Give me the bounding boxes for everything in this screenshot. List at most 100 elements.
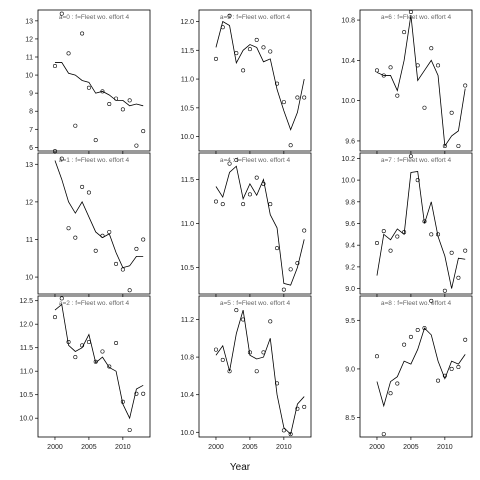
data-point bbox=[408, 334, 413, 339]
data-point bbox=[429, 46, 434, 51]
data-point bbox=[141, 391, 146, 396]
data-point bbox=[93, 138, 98, 143]
y-tick-label: 11.0 bbox=[181, 77, 194, 84]
data-point bbox=[281, 287, 286, 292]
y-tick-label: 10.5 bbox=[180, 265, 194, 272]
panel: a=8 : f=Fleet wo. effort 4 8.5 9.0 9.5 2000 2… bbox=[345, 295, 473, 451]
data-point bbox=[93, 359, 98, 364]
data-point bbox=[381, 73, 386, 78]
y-tick-label: 9.0 bbox=[345, 366, 355, 373]
panel-frame bbox=[359, 295, 473, 438]
fitted-line bbox=[376, 14, 466, 148]
data-point bbox=[429, 298, 434, 303]
y-tick-label: 13 bbox=[25, 162, 33, 169]
panel-label: a=3 : f=Fleet wo. effort 4 bbox=[220, 14, 291, 21]
data-point bbox=[114, 96, 119, 101]
panel: a=0 : f=Fleet wo. effort 4 6 7 8 9 10 11 12 13 bbox=[25, 9, 151, 154]
data-point bbox=[127, 427, 132, 432]
data-point bbox=[66, 226, 71, 231]
y-tick-label: 9.6 bbox=[345, 221, 355, 228]
y-tick-label: 12 bbox=[25, 199, 33, 206]
panel: a=6 : f=Fleet wo. effort 4 9.6 10.0 10.4 10.… bbox=[341, 9, 473, 154]
data-point bbox=[114, 340, 119, 345]
data-point bbox=[388, 391, 393, 396]
y-tick-label: 10.0 bbox=[341, 178, 355, 185]
y-tick-label: 10.5 bbox=[19, 392, 33, 399]
panel: a=5 : f=Fleet wo. effort 4 10.0 10.4 10.8 11… bbox=[180, 295, 312, 451]
y-tick-label: 11.5 bbox=[181, 48, 194, 55]
y-tick-label: 10.8 bbox=[341, 18, 355, 25]
data-point bbox=[66, 340, 71, 345]
data-point bbox=[107, 364, 112, 369]
data-point bbox=[288, 432, 293, 437]
data-point bbox=[268, 202, 273, 207]
data-point bbox=[120, 399, 125, 404]
panel: a=3 : f=Fleet wo. effort 4 10.0 10.5 11.0 11… bbox=[180, 9, 312, 154]
data-point bbox=[73, 123, 78, 128]
data-point bbox=[395, 93, 400, 98]
data-point bbox=[107, 102, 112, 107]
x-tick-label: 2010 bbox=[437, 444, 453, 451]
y-tick-label: 10.4 bbox=[341, 58, 355, 65]
data-point bbox=[402, 342, 407, 347]
data-point bbox=[395, 234, 400, 239]
data-point bbox=[402, 30, 407, 35]
data-point bbox=[241, 317, 246, 322]
panel: a=1 : f=Fleet wo. effort 4 10 11 12 13 bbox=[25, 149, 151, 297]
y-tick-label: 10.0 bbox=[19, 416, 33, 423]
data-point bbox=[463, 248, 468, 253]
y-tick-label: 7 bbox=[29, 127, 33, 134]
data-point bbox=[449, 250, 454, 255]
x-tick-label: 2005 bbox=[81, 444, 97, 451]
data-point bbox=[134, 143, 139, 148]
data-point bbox=[234, 308, 239, 313]
panel-label: a=1 : f=Fleet wo. effort 4 bbox=[59, 157, 130, 164]
data-point bbox=[213, 56, 218, 61]
data-point bbox=[381, 229, 386, 234]
y-tick-label: 9.8 bbox=[345, 199, 355, 206]
data-point bbox=[93, 248, 98, 253]
fitted-line bbox=[54, 303, 144, 420]
data-point bbox=[227, 369, 232, 374]
data-point bbox=[268, 319, 273, 324]
data-point bbox=[261, 181, 266, 186]
data-point bbox=[275, 246, 280, 251]
y-tick-label: 9.0 bbox=[345, 286, 355, 293]
x-tick-label: 2010 bbox=[276, 444, 292, 451]
y-tick-label: 10.2 bbox=[341, 156, 355, 163]
y-tick-label: 12.0 bbox=[19, 322, 33, 329]
data-point bbox=[422, 219, 427, 224]
data-point bbox=[66, 51, 71, 56]
y-tick-label: 9.4 bbox=[345, 243, 355, 250]
panel-frame bbox=[37, 9, 151, 152]
data-point bbox=[295, 95, 300, 100]
data-point bbox=[415, 178, 420, 183]
data-point bbox=[281, 428, 286, 433]
data-point bbox=[247, 350, 252, 355]
y-tick-label: 10.0 bbox=[341, 98, 355, 105]
data-point bbox=[374, 241, 379, 246]
data-point bbox=[86, 340, 91, 345]
y-tick-label: 11 bbox=[26, 55, 33, 62]
panel-frame bbox=[198, 152, 312, 295]
data-point bbox=[52, 149, 57, 154]
panel: a=7 : f=Fleet wo. effort 4 9.0 9.2 9.4 9.6 9.… bbox=[341, 152, 473, 297]
data-point bbox=[213, 199, 218, 204]
y-tick-label: 12.5 bbox=[19, 298, 33, 305]
y-tick-label: 11.0 bbox=[20, 369, 33, 376]
data-point bbox=[52, 64, 57, 69]
y-tick-label: 11.5 bbox=[20, 345, 33, 352]
data-point bbox=[134, 246, 139, 251]
y-tick-label: 10.8 bbox=[180, 355, 194, 362]
data-point bbox=[436, 63, 441, 68]
data-point bbox=[220, 202, 225, 207]
data-point bbox=[73, 235, 78, 240]
data-point bbox=[120, 107, 125, 112]
data-point bbox=[247, 192, 252, 197]
data-point bbox=[220, 25, 225, 30]
fitted-line bbox=[376, 170, 466, 289]
data-point bbox=[268, 49, 273, 54]
data-point bbox=[220, 357, 225, 362]
data-point bbox=[241, 68, 246, 73]
